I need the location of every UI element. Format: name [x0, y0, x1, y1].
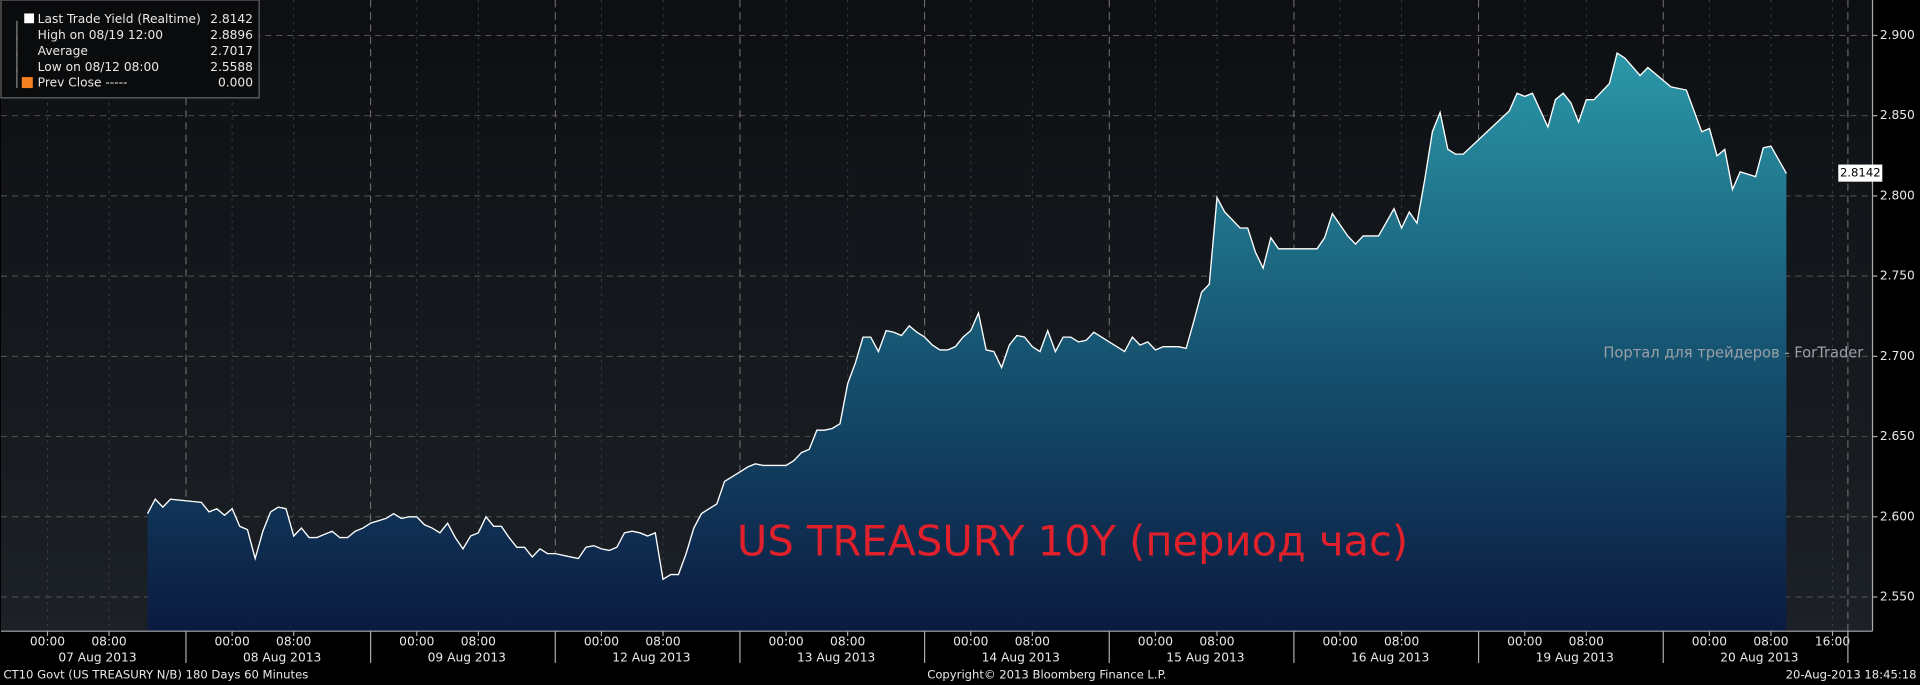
x-tick-label: 00:00	[215, 635, 250, 649]
legend-value: 2.5588	[210, 60, 253, 74]
day-label: 08 Aug 2013	[243, 651, 321, 665]
x-tick-label: 00:00	[768, 635, 803, 649]
day-label: 12 Aug 2013	[612, 651, 690, 665]
legend-label: Last Trade Yield (Realtime)	[38, 12, 201, 26]
legend: Last Trade Yield (Realtime) 2.8142 High …	[0, 0, 260, 99]
x-tick-label: 08:00	[1753, 635, 1788, 649]
y-tick-label: 2.700	[1880, 349, 1915, 363]
x-tick-label: 00:00	[1322, 635, 1357, 649]
day-label: 16 Aug 2013	[1351, 651, 1429, 665]
x-tick-label: 08:00	[1199, 635, 1234, 649]
day-label: 15 Aug 2013	[1166, 651, 1244, 665]
footer-right: 20-Aug-2013 18:45:18	[1786, 668, 1917, 682]
x-tick-label: 08:00	[1384, 635, 1419, 649]
y-tick-label: 2.550	[1880, 590, 1915, 604]
x-tick-label: 08:00	[1015, 635, 1050, 649]
footer-left: CT10 Govt (US TREASURY N/B) 180 Days 60 …	[3, 668, 308, 682]
y-tick-label: 2.800	[1880, 188, 1915, 202]
x-tick-label: 08:00	[1569, 635, 1604, 649]
legend-swatch	[24, 13, 35, 24]
legend-label: High on 08/19 12:00	[38, 28, 163, 42]
x-tick-label: 08:00	[830, 635, 865, 649]
last-value-label: 2.8142	[1840, 166, 1881, 180]
legend-value: 0.000	[218, 76, 253, 90]
x-tick-label: 08:00	[461, 635, 496, 649]
legend-value: 2.8896	[210, 28, 253, 42]
line	[146, 52, 1787, 581]
day-label: 07 Aug 2013	[58, 651, 136, 665]
x-tick-label: 00:00	[1507, 635, 1542, 649]
legend-label: Low on 08/12 08:00	[38, 60, 159, 74]
x-tick-label: 00:00	[1138, 635, 1173, 649]
legend-label: Average	[38, 44, 88, 58]
chart-title: US TREASURY 10Y (период час)	[737, 516, 1408, 565]
day-label: 13 Aug 2013	[797, 651, 875, 665]
day-label: 09 Aug 2013	[428, 651, 506, 665]
y-tick-label: 2.850	[1880, 108, 1915, 122]
footer-center: Copyright© 2013 Bloomberg Finance L.P.	[927, 668, 1166, 682]
day-label: 20 Aug 2013	[1720, 651, 1798, 665]
x-tick-label: 08:00	[645, 635, 680, 649]
last-value-box	[1838, 164, 1883, 182]
y-tick-label: 2.650	[1880, 429, 1915, 443]
y-tick-label: 2.750	[1880, 269, 1915, 283]
legend-label: Prev Close -----	[38, 76, 128, 90]
x-tick-label: 16:00	[1815, 635, 1850, 649]
legend-value: 2.8142	[210, 12, 253, 26]
x-tick-label: 08:00	[91, 635, 126, 649]
y-tick-label: 2.600	[1880, 509, 1915, 523]
x-tick-label: 00:00	[953, 635, 988, 649]
x-tick-label: 08:00	[276, 635, 311, 649]
y-tick-label: 2.900	[1880, 28, 1915, 42]
legend-swatch	[21, 77, 33, 89]
x-tick-label: 00:00	[1692, 635, 1727, 649]
x-tick-label: 00:00	[399, 635, 434, 649]
watermark: Портал для трейдеров - ForTrader	[1603, 345, 1864, 362]
day-label: 19 Aug 2013	[1536, 651, 1614, 665]
day-label: 14 Aug 2013	[982, 651, 1060, 665]
legend-value: 2.7017	[210, 44, 253, 58]
x-tick-label: 00:00	[584, 635, 619, 649]
legend-box	[0, 0, 260, 99]
area	[147, 53, 1787, 632]
x-tick-label: 00:00	[30, 635, 65, 649]
